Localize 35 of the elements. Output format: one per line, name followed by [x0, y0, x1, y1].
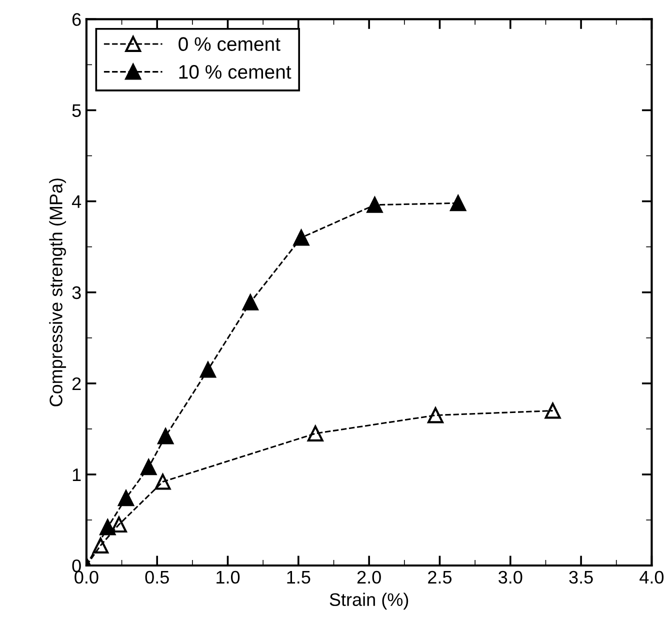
- point: [450, 195, 466, 212]
- x-tick-label: 1.5: [287, 571, 310, 584]
- legend-label: 0 % cement: [178, 37, 280, 51]
- x-tick-label: 1.0: [216, 570, 240, 584]
- point: [544, 402, 561, 419]
- x-tick-label: 0.5: [145, 570, 169, 584]
- point: [307, 425, 324, 442]
- point: [118, 490, 134, 506]
- point: [158, 428, 174, 444]
- y-tick-label: 3: [72, 286, 81, 300]
- point: [100, 519, 116, 536]
- point: [200, 362, 216, 378]
- point: [242, 294, 258, 310]
- y-tick-label: 0: [72, 559, 81, 572]
- y-axis-title: Compressive strength (MPa): [49, 178, 66, 406]
- x-tick-label: 2.5: [428, 570, 452, 584]
- point: [366, 196, 383, 213]
- y-tick-label: 6: [72, 13, 81, 26]
- x-axis-title: Strain (%): [330, 592, 408, 610]
- point: [428, 407, 444, 424]
- x-tick-label: 2.0: [357, 570, 381, 584]
- point: [154, 474, 171, 490]
- y-tick-label: 5: [72, 104, 81, 117]
- y-tick-label: 4: [72, 195, 82, 208]
- x-tick-label: 3.5: [569, 570, 593, 584]
- x-tick-label: 3.0: [498, 570, 522, 584]
- point: [140, 459, 157, 476]
- point: [110, 516, 127, 533]
- x-tick-label: 0.0: [74, 570, 98, 584]
- point: [92, 537, 109, 554]
- point: [293, 230, 310, 246]
- x-tick-label: 4.0: [640, 570, 664, 584]
- y-tick-label: 1: [72, 468, 81, 481]
- y-tick-label: 2: [72, 377, 81, 390]
- legend-label: 10 % cement: [179, 65, 292, 79]
